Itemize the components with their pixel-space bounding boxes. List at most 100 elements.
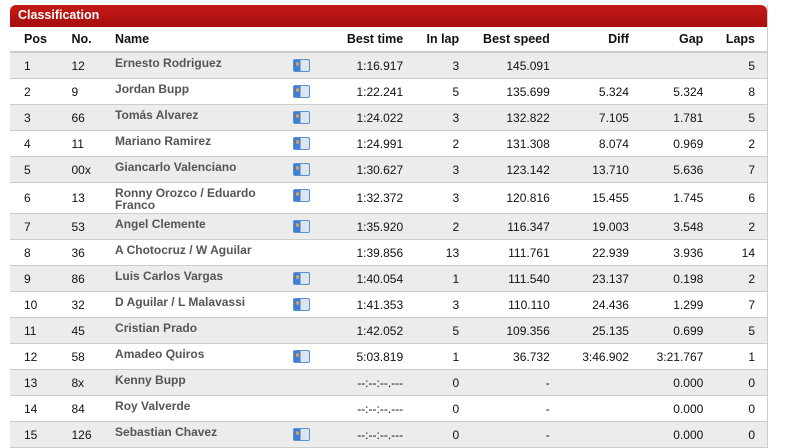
driver-card-icon[interactable] (293, 111, 310, 124)
table-row: 9 86 Luis Carlos Vargas 1:40.054 1 111.540 23.… (10, 265, 767, 292)
pos-cell: 6 (10, 182, 72, 214)
icon-cell (293, 104, 325, 131)
diff-cell: 19.003 (561, 213, 641, 240)
in-lap-cell: 2 (415, 213, 472, 240)
driver-card-icon[interactable] (293, 163, 310, 176)
pos-cell: 13 (10, 369, 72, 396)
name-cell: Giancarlo Valenciano (115, 156, 293, 183)
diff-cell: 23.137 (561, 265, 641, 292)
best-speed-cell: 111.761 (471, 239, 562, 266)
diff-cell: 25.135 (561, 317, 641, 344)
name-cell: Jordan Bupp (115, 78, 293, 105)
in-lap-cell: 1 (415, 265, 472, 292)
in-lap-cell: 3 (415, 291, 472, 318)
pos-cell: 2 (10, 78, 72, 105)
gap-cell: 1.745 (640, 182, 716, 214)
diff-cell: 15.455 (561, 182, 641, 214)
best-time-cell: 1:24.022 (324, 104, 416, 131)
driver-card-icon[interactable] (293, 220, 310, 233)
name-cell: Roy Valverde (115, 395, 293, 422)
table-row: 1 12 Ernesto Rodriguez 1:16.917 3 145.091 5 (10, 52, 767, 79)
best-time-cell: 1:32.372 (324, 182, 416, 214)
number-cell: 53 (71, 213, 116, 240)
pos-cell: 8 (10, 239, 72, 266)
best-time-cell: 5:03.819 (324, 343, 416, 370)
best-time-cell: --:--:--.--- (324, 421, 416, 448)
best-time-cell: 1:16.917 (324, 52, 416, 79)
laps-cell: 2 (715, 265, 767, 292)
laps-cell: 5 (715, 317, 767, 344)
in-lap-cell: 2 (415, 130, 472, 157)
col-laps: Laps (715, 27, 767, 53)
icon-cell (293, 343, 325, 370)
table-row: 7 53 Angel Clemente 1:35.920 2 116.347 19.003 3… (10, 213, 767, 240)
name-cell: Ernesto Rodriguez (115, 52, 293, 79)
icon-cell (293, 52, 325, 79)
panel-title: Classification (10, 5, 767, 27)
gap-cell: 0.699 (640, 317, 716, 344)
best-time-cell: 1:30.627 (324, 156, 416, 183)
pos-cell: 12 (10, 343, 72, 370)
diff-cell: 24.436 (561, 291, 641, 318)
name-cell: Amadeo Quiros (115, 343, 293, 370)
table-row: 14 84 Roy Valverde --:--:--.--- 0-0.000 0 (10, 395, 767, 422)
best-time-cell: 1:39.856 (324, 239, 416, 266)
driver-card-icon[interactable] (293, 59, 310, 72)
diff-cell: 8.074 (561, 130, 641, 157)
diff-cell: 5.324 (561, 78, 641, 105)
table-row: 11 45 Cristian Prado 1:42.052 5 109.356 25.135… (10, 317, 767, 344)
icon-cell (293, 156, 325, 183)
name-cell: Mariano Ramirez (115, 130, 293, 157)
laps-cell: 2 (715, 213, 767, 240)
best-speed-cell: 145.091 (471, 52, 562, 79)
diff-cell: 13.710 (561, 156, 641, 183)
name-cell: Ronny Orozco / Eduardo Franco (115, 182, 293, 214)
in-lap-cell: 5 (415, 317, 472, 344)
in-lap-cell: 0 (415, 421, 472, 448)
driver-card-icon[interactable] (293, 350, 310, 363)
table-row: 5 00x Giancarlo Valenciano 1:30.627 3 123.142… (10, 156, 767, 183)
laps-cell: 8 (715, 78, 767, 105)
best-speed-cell: 36.732 (471, 343, 562, 370)
table-row: 13 8x Kenny Bupp --:--:--.--- 0-0.000 0 (10, 369, 767, 396)
driver-card-icon[interactable] (293, 85, 310, 98)
driver-card-icon[interactable] (293, 298, 310, 311)
name-cell: D Aguilar / L Malavassi (115, 291, 293, 318)
icon-cell (293, 421, 325, 448)
laps-cell: 6 (715, 182, 767, 214)
driver-card-icon[interactable] (293, 137, 310, 150)
laps-cell: 14 (715, 239, 767, 266)
number-cell: 00x (71, 156, 116, 183)
gap-cell: 1.781 (640, 104, 716, 131)
in-lap-cell: 13 (415, 239, 472, 266)
col-name: Name (115, 27, 293, 53)
driver-card-icon[interactable] (293, 272, 310, 285)
best-time-cell: 1:24.991 (324, 130, 416, 157)
laps-cell: 7 (715, 156, 767, 183)
gap-cell: 0.000 (640, 421, 716, 448)
laps-cell: 0 (715, 421, 767, 448)
name-cell: A Chotocruz / W Aguilar (115, 239, 293, 266)
pos-cell: 1 (10, 52, 72, 79)
best-speed-cell: 111.540 (471, 265, 562, 292)
name-cell: Angel Clemente (115, 213, 293, 240)
icon-cell (293, 78, 325, 105)
best-speed-cell: 109.356 (471, 317, 562, 344)
diff-cell: 3:46.902 (561, 343, 641, 370)
laps-cell: 7 (715, 291, 767, 318)
col-no: No. (71, 27, 116, 53)
best-time-cell: 1:40.054 (324, 265, 416, 292)
driver-card-icon[interactable] (293, 189, 310, 202)
icon-cell (293, 291, 325, 318)
number-cell: 84 (71, 395, 116, 422)
diff-cell: 22.939 (561, 239, 641, 266)
best-speed-cell: - (471, 421, 562, 448)
best-time-cell: 1:41.353 (324, 291, 416, 318)
gap-cell: 1.299 (640, 291, 716, 318)
driver-card-icon[interactable] (293, 428, 310, 441)
table-row: 3 66 Tomás Alvarez 1:24.022 3 132.822 7.105 1.7… (10, 104, 767, 131)
table-row: 8 36 A Chotocruz / W Aguilar 1:39.856 13 111.… (10, 239, 767, 266)
number-cell: 8x (71, 369, 116, 396)
laps-cell: 0 (715, 395, 767, 422)
in-lap-cell: 0 (415, 395, 472, 422)
